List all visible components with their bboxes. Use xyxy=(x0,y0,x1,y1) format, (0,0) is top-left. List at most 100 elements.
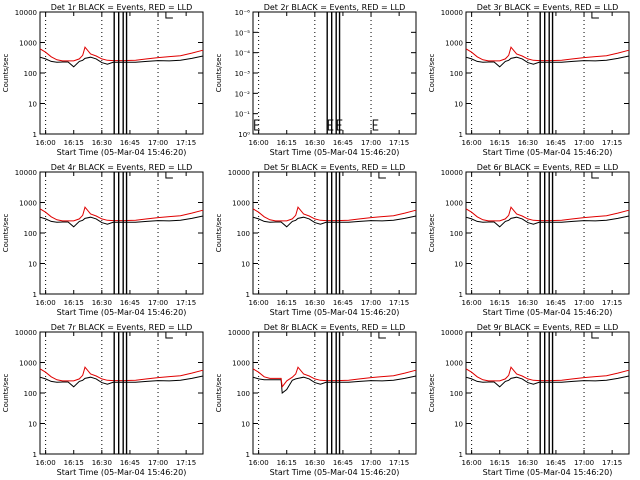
x-tick-label: 16:30 xyxy=(92,459,112,467)
y-tick-label: 10⁻⁴ xyxy=(235,50,251,58)
y-tick-label: 10000 xyxy=(15,329,37,337)
bracket-mark xyxy=(591,172,599,179)
panel-det-5: Det 5r BLACK = Events, RED = LLD Counts/s… xyxy=(215,163,417,317)
x-tick-label: 16:30 xyxy=(305,299,325,307)
x-tick-label: 17:15 xyxy=(389,139,409,147)
x-tick-label: 16:45 xyxy=(120,299,140,307)
x-tick-label: 16:45 xyxy=(120,459,140,467)
series-events-line xyxy=(252,215,417,228)
y-tick-label: 10000 xyxy=(228,329,250,337)
y-tick-label: 10 xyxy=(241,421,250,429)
y-tick-label: 1000 xyxy=(232,360,250,368)
x-tick-label: 16:45 xyxy=(546,139,566,147)
empty-marker xyxy=(254,119,260,131)
x-tick-label: 16:30 xyxy=(92,139,112,147)
x-tick-label: 16:15 xyxy=(490,139,510,147)
y-tick-label: 100 xyxy=(24,390,37,398)
y-tick-label: 1 xyxy=(33,131,37,139)
y-axis-label: Counts/sec xyxy=(2,54,10,93)
y-tick-label: 10⁻⁵ xyxy=(235,29,251,37)
x-axis-label: Start Time (05-Mar-04 15:46:20) xyxy=(483,308,613,317)
x-axis-label: Start Time (05-Mar-04 15:46:20) xyxy=(270,308,400,317)
x-tick-label: 17:15 xyxy=(389,299,409,307)
x-tick-label: 16:15 xyxy=(490,299,510,307)
y-tick-label: 10 xyxy=(28,101,37,109)
chart-title: Det 4r BLACK = Events, RED = LLD xyxy=(51,163,193,172)
y-tick-label: 10 xyxy=(28,261,37,269)
y-tick-label: 10 xyxy=(454,101,463,109)
x-tick-label: 16:15 xyxy=(64,139,84,147)
y-axis-label: Counts/sec xyxy=(428,214,436,253)
y-tick-label: 100 xyxy=(24,230,37,238)
plot-frame xyxy=(465,171,630,295)
y-tick-label: 1 xyxy=(246,291,250,299)
x-tick-label: 16:00 xyxy=(36,299,56,307)
plot-frame xyxy=(39,331,204,455)
y-tick-label: 100 xyxy=(237,390,250,398)
y-axis-label: Counts/sec xyxy=(428,374,436,413)
y-tick-label: 1 xyxy=(246,451,250,459)
x-axis-label: Start Time (05-Mar-04 15:46:20) xyxy=(270,148,400,157)
y-tick-label: 1000 xyxy=(19,40,37,48)
x-tick-label: 17:15 xyxy=(176,299,196,307)
y-tick-label: 1000 xyxy=(19,200,37,208)
x-tick-label: 17:00 xyxy=(361,459,381,467)
chart-title: Det 8r BLACK = Events, RED = LLD xyxy=(264,323,406,332)
bracket-mark xyxy=(378,172,386,179)
y-tick-label: 10000 xyxy=(15,169,37,177)
series-lld-line xyxy=(465,46,630,62)
plot-frame xyxy=(465,11,630,135)
plot-frame xyxy=(465,331,630,455)
x-tick-label: 16:45 xyxy=(120,139,140,147)
y-tick-label: 1000 xyxy=(445,200,463,208)
x-tick-label: 16:00 xyxy=(249,299,269,307)
y-tick-label: 10000 xyxy=(441,329,463,337)
chart-title: Det 5r BLACK = Events, RED = LLD xyxy=(264,163,406,172)
series-events-line xyxy=(465,375,630,388)
y-axis-label: Counts/sec xyxy=(2,374,10,413)
x-tick-label: 16:30 xyxy=(305,459,325,467)
panel-det-7: Det 7r BLACK = Events, RED = LLD Counts/s… xyxy=(2,323,204,477)
y-tick-label: 10⁻⁶ xyxy=(235,9,251,17)
y-axis-label: Counts/sec xyxy=(215,374,223,413)
x-tick-label: 17:00 xyxy=(148,459,168,467)
series-events-line xyxy=(39,215,204,228)
panel-det-9: Det 9r BLACK = Events, RED = LLD Counts/s… xyxy=(428,323,630,477)
chart-title: Det 7r BLACK = Events, RED = LLD xyxy=(51,323,193,332)
x-tick-label: 16:15 xyxy=(277,299,297,307)
series-lld-line xyxy=(39,206,204,222)
y-tick-label: 1 xyxy=(459,451,463,459)
empty-marker xyxy=(336,119,343,131)
x-tick-label: 16:15 xyxy=(490,459,510,467)
series-events-line xyxy=(39,375,204,388)
y-axis-label: Counts/sec xyxy=(215,214,223,253)
x-tick-label: 17:00 xyxy=(148,139,168,147)
y-tick-label: 10⁻³ xyxy=(235,70,251,78)
x-tick-label: 16:00 xyxy=(462,139,482,147)
series-lld-line xyxy=(252,206,417,222)
x-tick-label: 17:15 xyxy=(176,459,196,467)
y-tick-label: 100 xyxy=(450,70,463,78)
y-tick-label: 100 xyxy=(237,230,250,238)
x-tick-label: 16:45 xyxy=(333,299,353,307)
x-tick-label: 17:15 xyxy=(602,139,622,147)
y-tick-label: 100 xyxy=(450,390,463,398)
y-tick-label: 1000 xyxy=(445,360,463,368)
x-tick-label: 16:15 xyxy=(64,459,84,467)
y-tick-label: 10000 xyxy=(441,9,463,17)
x-tick-label: 17:00 xyxy=(361,139,381,147)
y-tick-label: 1000 xyxy=(445,40,463,48)
panel-det-8: Det 8r BLACK = Events, RED = LLD Counts/s… xyxy=(215,323,417,477)
bracket-mark xyxy=(165,12,173,19)
bracket-mark xyxy=(165,172,173,179)
x-tick-label: 17:00 xyxy=(574,299,594,307)
x-tick-label: 16:30 xyxy=(92,299,112,307)
x-axis-label: Start Time (05-Mar-04 15:46:20) xyxy=(57,308,187,317)
x-tick-label: 16:30 xyxy=(518,299,538,307)
x-axis-label: Start Time (05-Mar-04 15:46:20) xyxy=(57,468,187,477)
bracket-mark xyxy=(165,332,173,339)
x-tick-label: 16:00 xyxy=(36,459,56,467)
plot-frame xyxy=(252,331,417,455)
plot-frame xyxy=(39,171,204,295)
